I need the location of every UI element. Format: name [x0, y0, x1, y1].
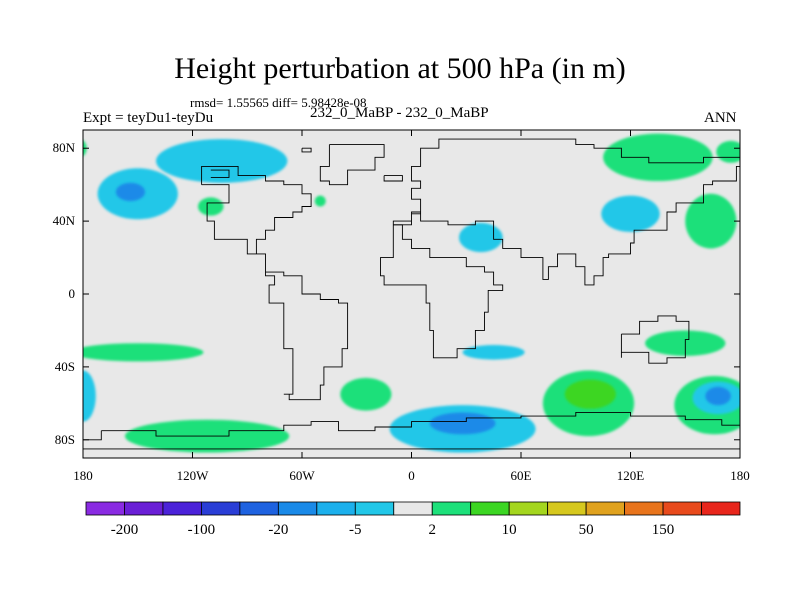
- x-tick-label: 180: [73, 468, 93, 483]
- colorbar-swatch: [85, 501, 125, 516]
- y-tick-label: 40N: [53, 213, 76, 228]
- colorbar-swatch: [470, 501, 510, 516]
- colorbar-swatch: [431, 501, 472, 516]
- x-tick-label: 120E: [617, 468, 645, 483]
- colorbar-label: 50: [579, 522, 594, 538]
- colorbar-swatch: [662, 501, 702, 516]
- colorbar-swatch: [393, 501, 433, 516]
- anomaly-region: [603, 133, 713, 182]
- colorbar-swatch: [277, 501, 318, 516]
- colorbar-swatch: [239, 501, 279, 516]
- colorbar-swatch: [624, 501, 664, 516]
- x-tick-label: 60E: [511, 468, 532, 483]
- stats-label: rmsd= 1.55565 diff= 5.98428e-08: [190, 95, 367, 110]
- anomaly-region: [685, 193, 737, 249]
- anomaly-region: [458, 222, 503, 253]
- x-tick-label: 120W: [177, 468, 210, 483]
- coastline: [301, 147, 312, 153]
- colorbar-label: -100: [188, 522, 216, 538]
- colorbar-swatch: [316, 501, 356, 516]
- anomaly-region: [156, 139, 288, 183]
- colorbar-label: -5: [349, 522, 362, 538]
- coastline-layer: [83, 138, 740, 450]
- anomaly-region: [340, 377, 392, 411]
- colorbar-label: 10: [502, 522, 517, 538]
- chart-title: Height perturbation at 500 hPa (in m): [174, 52, 626, 85]
- x-tick-label: 0: [408, 468, 415, 483]
- anomaly-layer: [83, 133, 740, 453]
- colorbar-swatch: [585, 501, 625, 516]
- anomaly-region: [462, 345, 525, 360]
- experiment-label: Expt = teyDu1-teyDu: [83, 110, 214, 126]
- coastline: [620, 315, 690, 364]
- coastline: [380, 224, 504, 359]
- colorbar-swatch: [547, 501, 587, 516]
- colorbar-swatch: [201, 501, 241, 516]
- y-tick-label: 80N: [53, 140, 76, 155]
- x-tick-label: 60W: [289, 468, 315, 483]
- axis-ticks: 180 120W 60W 0 60E 120E 180 80N 40N 0 40S 80S: [53, 130, 750, 483]
- season-label: ANN: [704, 110, 737, 126]
- anomaly-region: [314, 195, 326, 207]
- colorbar-swatch: [354, 501, 395, 516]
- anomaly-region: [83, 370, 96, 422]
- anomaly-region: [564, 379, 616, 409]
- anomaly-region: [83, 343, 204, 362]
- coastline: [383, 175, 403, 182]
- anomaly-region: [601, 195, 660, 233]
- colorbar: -200 -100 -20 -5 2 10 50 150: [85, 501, 741, 538]
- anomaly-region: [429, 412, 496, 435]
- colorbar-label: 150: [652, 522, 675, 538]
- colorbar-swatch: [162, 501, 202, 516]
- y-tick-label: 0: [69, 286, 76, 301]
- y-tick-label: 80S: [55, 432, 75, 447]
- colorbar-swatch: [701, 501, 741, 516]
- coastline: [319, 144, 385, 186]
- coastline: [201, 165, 349, 401]
- anomaly-region: [705, 386, 731, 406]
- period-label: 232_0_MaBP - 232_0_MaBP: [310, 105, 489, 121]
- colorbar-label: -200: [111, 522, 139, 538]
- anomaly-region: [197, 197, 224, 216]
- anomaly-region: [115, 182, 146, 202]
- colorbar-label: 2: [428, 522, 436, 538]
- coastline: [392, 138, 740, 286]
- coastline: [83, 411, 740, 450]
- colorbar-swatch: [124, 501, 164, 516]
- colorbar-swatch: [508, 501, 549, 516]
- anomaly-region: [716, 140, 740, 163]
- x-tick-label: 180: [730, 468, 750, 483]
- coastline: [210, 169, 230, 178]
- colorbar-label: -20: [268, 522, 288, 538]
- y-tick-label: 40S: [55, 359, 75, 374]
